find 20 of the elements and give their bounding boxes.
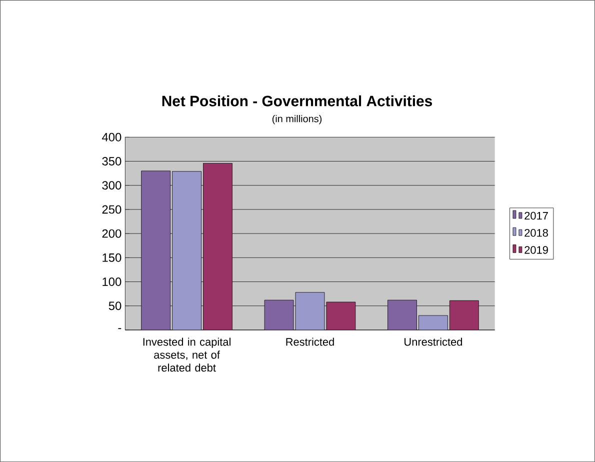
y-tick-label: 250 [102, 205, 122, 214]
y-tick-label: 200 [102, 229, 122, 238]
bar [388, 300, 417, 330]
y-tick-label: 400 [102, 132, 122, 142]
bar [141, 170, 171, 330]
legend-label: 2017 [524, 212, 548, 220]
y-tick-label: 300 [102, 181, 122, 190]
y-tick-label: - [118, 328, 122, 330]
legend-label: 2018 [524, 228, 548, 237]
y-tick-label: 350 [102, 156, 122, 166]
y-tick-label: 100 [102, 277, 122, 286]
x-tick-label: Restricted [286, 338, 334, 346]
y-tick-label: 150 [102, 253, 122, 262]
x-tick-label: Invested in capital assets, net of related debt [143, 338, 230, 372]
bar [264, 300, 294, 330]
y-tick-label: 50 [108, 302, 122, 310]
chart-subtitle: (in millions) [272, 114, 322, 124]
chart-title: Net Position - Governmental Activities [162, 95, 432, 106]
x-tick-label: Unrestricted [404, 338, 462, 346]
legend-label: 2019 [524, 246, 548, 254]
